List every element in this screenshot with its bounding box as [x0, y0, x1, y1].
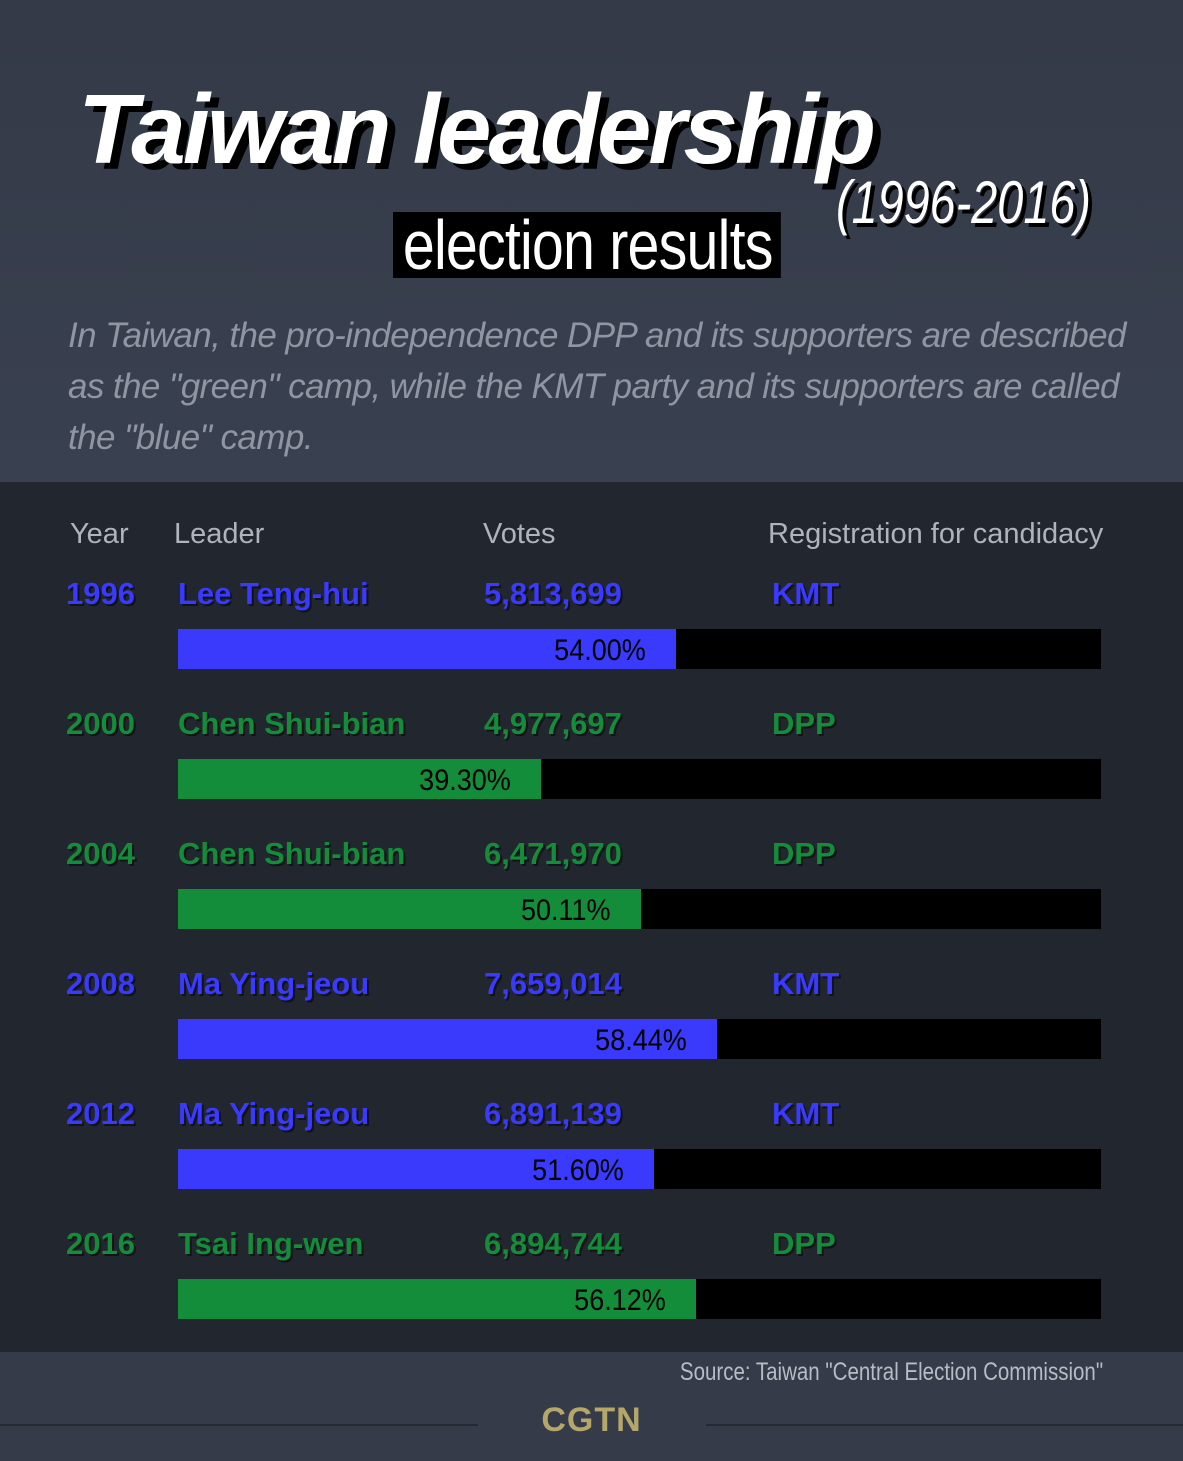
row-party: KMT — [772, 966, 840, 1001]
row-leader: Tsai Ing-wen — [178, 1226, 364, 1261]
row-votes: 6,891,139 — [484, 1096, 622, 1131]
row-year: 2008 — [66, 966, 135, 1001]
bar-fill — [178, 1019, 717, 1059]
page-title: Taiwan leadership — [78, 74, 876, 184]
bar-fill — [178, 1149, 654, 1189]
bar-percent-label: 51.60% — [532, 1154, 624, 1187]
bar-track: 50.11% — [178, 889, 1101, 929]
bar-percent-label: 58.44% — [595, 1024, 687, 1057]
row-votes: 7,659,014 — [484, 966, 622, 1001]
row-votes: 6,471,970 — [484, 836, 622, 871]
bar-track: 51.60% — [178, 1149, 1101, 1189]
row-year: 2004 — [66, 836, 135, 871]
row-year: 1996 — [66, 576, 135, 611]
row-party: KMT — [772, 1096, 840, 1131]
bar-fill — [178, 759, 541, 799]
row-leader: Chen Shui-bian — [178, 836, 406, 871]
row-leader: Ma Ying-jeou — [178, 1096, 370, 1131]
row-votes: 4,977,697 — [484, 706, 622, 741]
row-leader: Lee Teng-hui — [178, 576, 369, 611]
bar-percent-label: 56.12% — [574, 1284, 666, 1317]
row-year: 2012 — [66, 1096, 135, 1131]
cgtn-logo: CGTN — [541, 1401, 642, 1439]
column-header-votes: Votes — [483, 518, 556, 550]
row-leader: Ma Ying-jeou — [178, 966, 370, 1001]
bar-track: 58.44% — [178, 1019, 1101, 1059]
column-header-leader: Leader — [174, 518, 265, 550]
column-header-registration: Registration for candidacy — [768, 518, 1104, 550]
row-votes: 6,894,744 — [484, 1226, 622, 1261]
bar-track: 54.00% — [178, 629, 1101, 669]
bar-track: 56.12% — [178, 1279, 1101, 1319]
row-party: KMT — [772, 576, 840, 611]
bar-track: 39.30% — [178, 759, 1101, 799]
bar-percent-label: 54.00% — [554, 634, 646, 667]
bar-fill — [178, 889, 641, 929]
row-leader: Chen Shui-bian — [178, 706, 406, 741]
period-label: (1996-2016) — [836, 169, 1091, 236]
row-votes: 5,813,699 — [484, 576, 622, 611]
row-party: DPP — [772, 706, 836, 741]
bar-percent-label: 50.11% — [521, 894, 611, 927]
row-party: DPP — [772, 1226, 836, 1261]
row-year: 2000 — [66, 706, 135, 741]
bar-fill — [178, 1279, 696, 1319]
intro-text: In Taiwan, the pro-independence DPP and … — [68, 316, 1126, 457]
row-year: 2016 — [66, 1226, 135, 1261]
bar-percent-label: 39.30% — [419, 764, 511, 797]
row-party: DPP — [772, 836, 836, 871]
source-note: Source: Taiwan "Central Election Commiss… — [679, 1358, 1103, 1386]
bar-fill — [178, 629, 676, 669]
column-header-year: Year — [70, 518, 129, 550]
footer-divider-right — [706, 1424, 1183, 1426]
page-subtitle: election results — [393, 210, 781, 280]
footer-divider-left — [0, 1424, 478, 1426]
